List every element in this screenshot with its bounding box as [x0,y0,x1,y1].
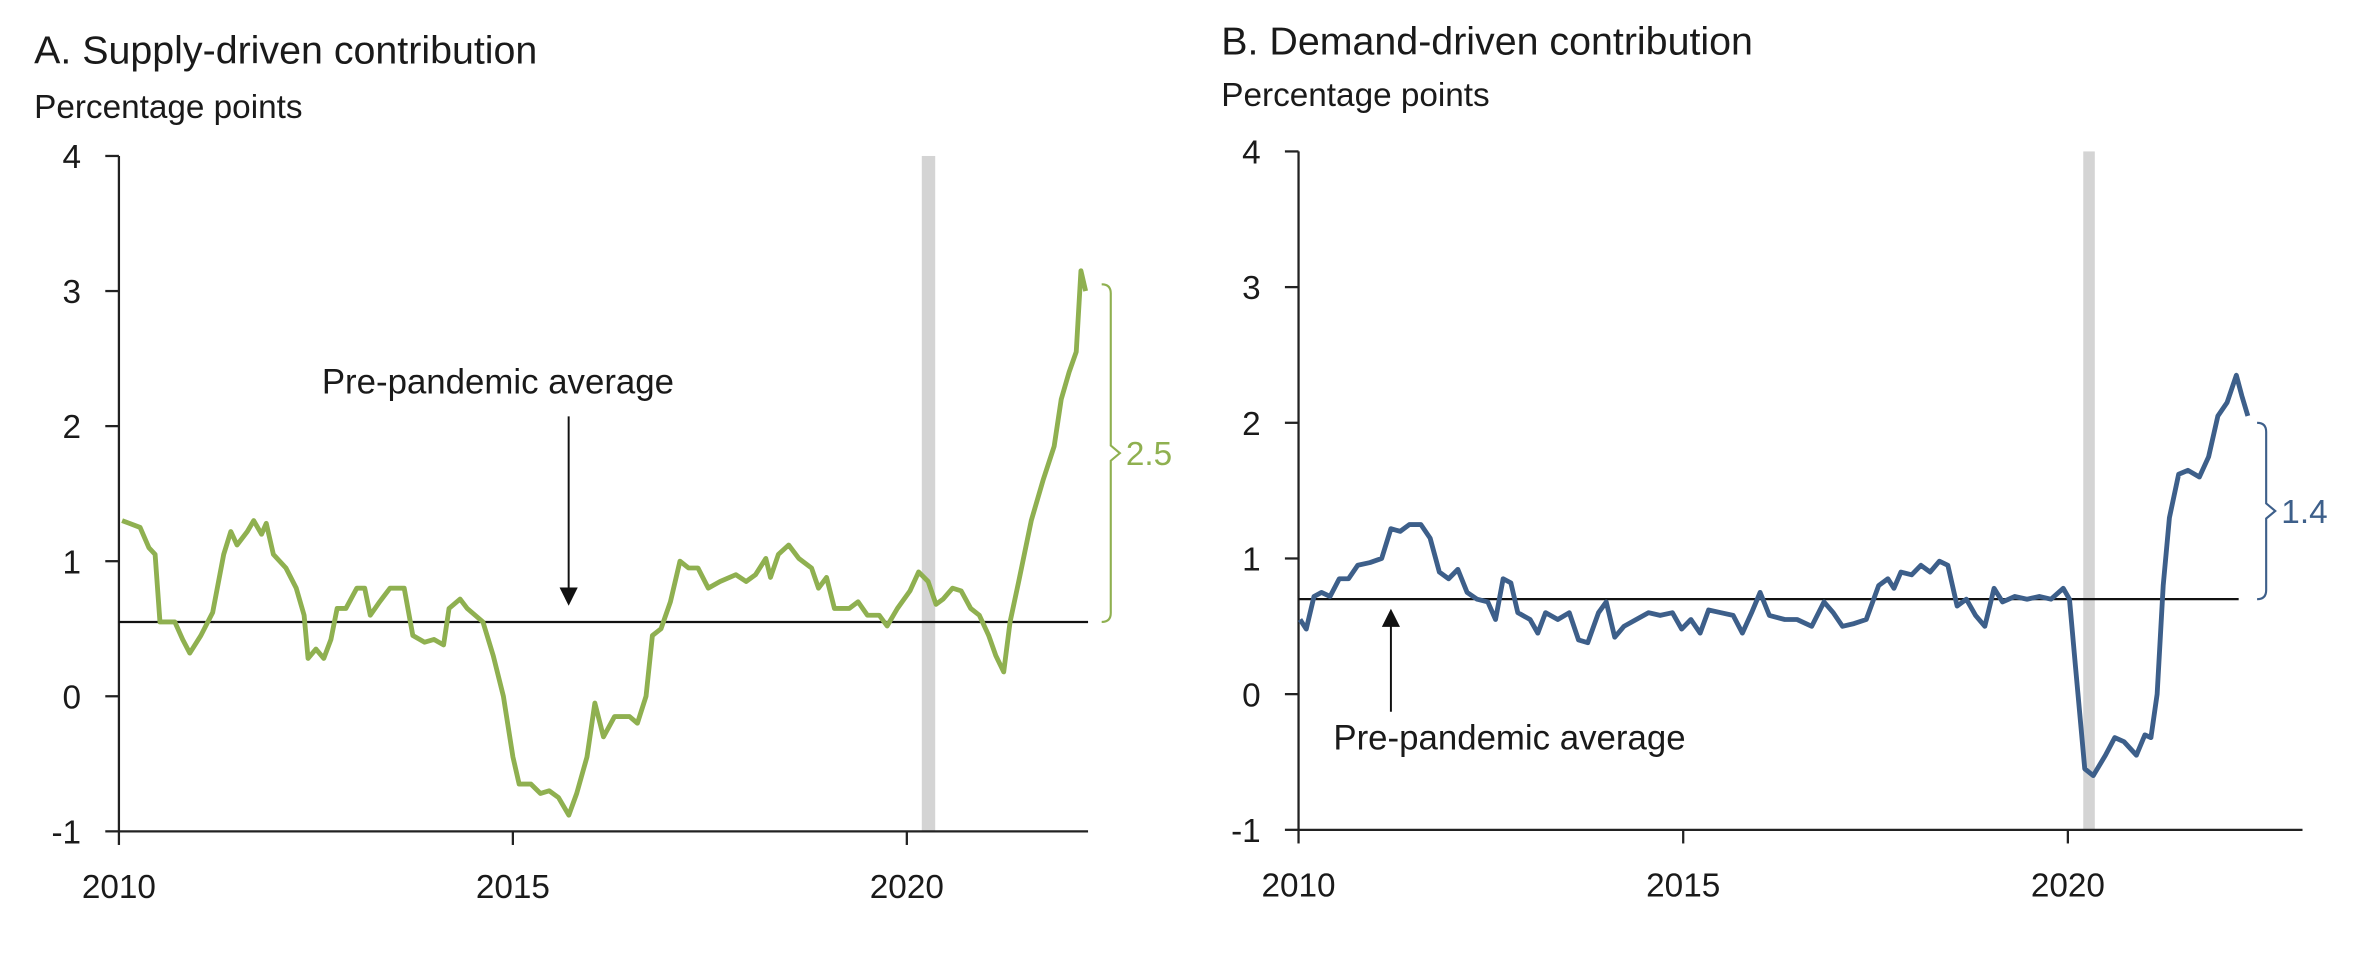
y-tick-label: 2 [1242,406,1261,443]
bracket-label: 1.4 [2281,494,2327,531]
y-tick-label: 3 [63,274,82,311]
x-tick-label: 2010 [82,869,156,906]
y-tick-label: 0 [1242,677,1261,714]
bracket [2257,421,2277,601]
bracket-label: 2.5 [1126,436,1172,473]
y-tick-label: 1 [1242,542,1261,579]
y-tick-label: -1 [51,814,81,851]
y-tick-label: 3 [1242,270,1261,307]
arrow-head [559,587,578,606]
chart-title: A. Supply-driven contribution [34,29,537,73]
y-tick-label: -1 [1231,813,1261,850]
data-line [121,268,1088,818]
data-line [1298,372,2251,779]
x-tick-label: 2015 [1646,867,1720,904]
y-tick-label: 4 [1242,135,1261,172]
y-tick-label: 1 [63,544,82,581]
shaded-period [2083,151,2095,830]
y-tick-label: 2 [63,409,82,446]
annotation: Pre-pandemic average [1333,719,1685,758]
x-tick-label: 2020 [2031,867,2105,904]
annotation: Pre-pandemic average [322,363,674,402]
shaded-period [921,155,936,832]
x-tick-label: 2015 [476,869,550,906]
x-tick-label: 2010 [1262,867,1336,904]
bracket [1101,283,1122,624]
y-axis-subtitle: Percentage points [34,89,302,126]
y-tick-label: 0 [63,679,82,716]
arrow-head [1381,608,1400,627]
y-axis-subtitle: Percentage points [1221,77,1489,114]
x-tick-label: 2020 [870,869,944,906]
chart-title: B. Demand-driven contribution [1221,20,1753,64]
y-tick-label: 4 [63,139,82,176]
